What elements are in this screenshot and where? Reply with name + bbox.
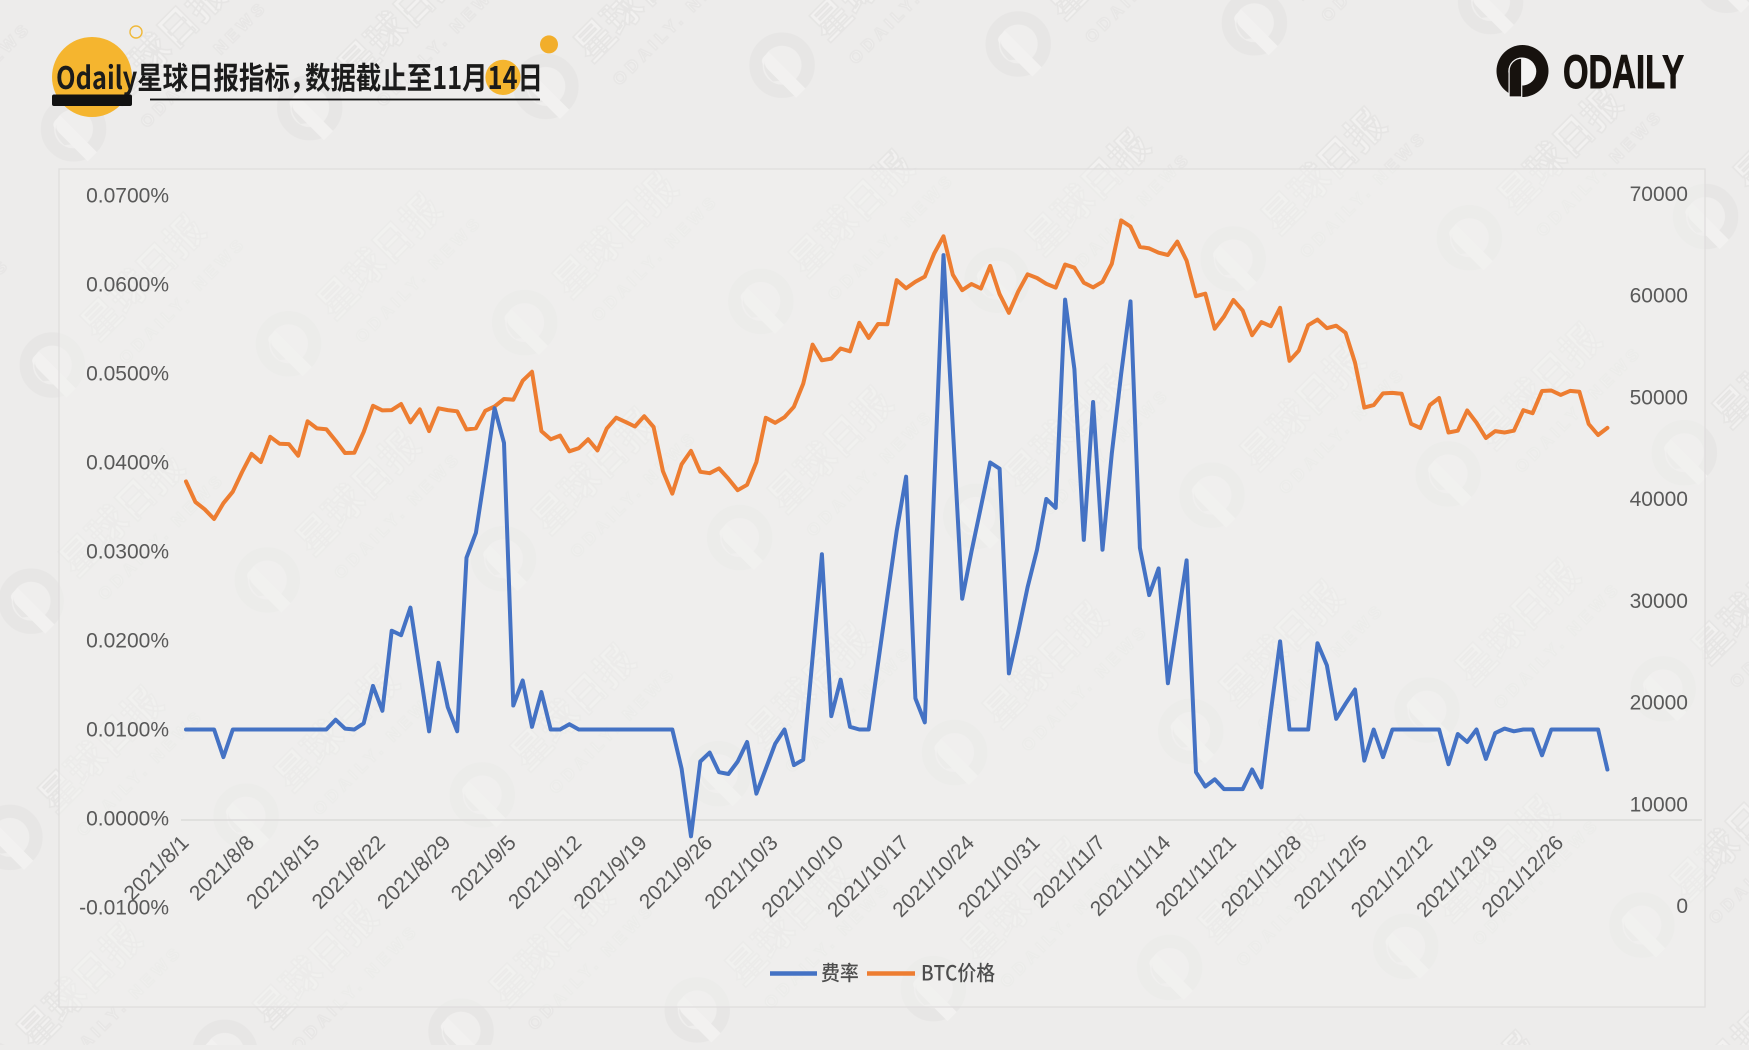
svg-text:0.0500%: 0.0500% [86,363,169,386]
svg-text:0: 0 [1676,895,1688,918]
svg-text:40000: 40000 [1630,488,1688,511]
svg-text:ODAILY: ODAILY [1563,45,1684,98]
svg-text:70000: 70000 [1630,183,1688,206]
svg-text:30000: 30000 [1630,590,1688,613]
svg-text:10000: 10000 [1630,793,1688,816]
svg-text:0.0300%: 0.0300% [86,541,169,564]
svg-text:0.0600%: 0.0600% [86,274,169,297]
svg-text:20000: 20000 [1630,692,1688,715]
svg-text:0.0400%: 0.0400% [86,452,169,475]
svg-text:-0.0100%: -0.0100% [79,897,169,920]
svg-text:0.0700%: 0.0700% [86,185,169,208]
svg-text:60000: 60000 [1630,285,1688,308]
svg-text:50000: 50000 [1630,386,1688,409]
svg-text:0.0000%: 0.0000% [86,808,169,831]
svg-text:0.0200%: 0.0200% [86,630,169,653]
svg-text:0.0100%: 0.0100% [86,719,169,742]
